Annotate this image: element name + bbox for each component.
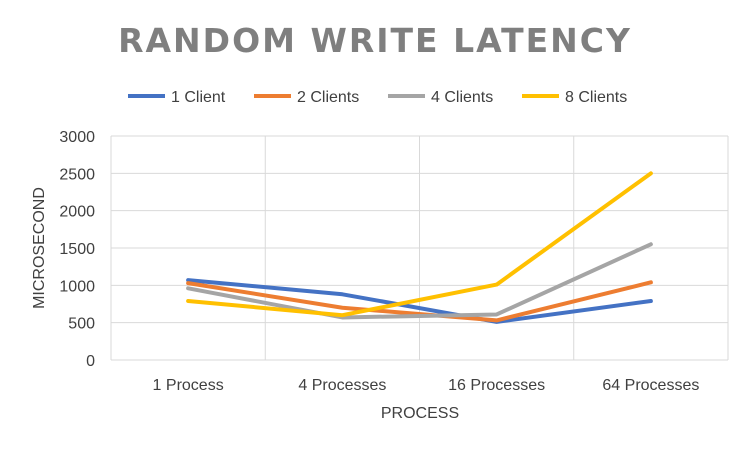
series-line-3 <box>186 242 653 320</box>
x-tick-label: 16 Processes <box>448 377 545 394</box>
x-axis-ticks: 1 Process 4 Processes 16 Processes 64 Proce… <box>153 377 700 394</box>
chart-title: RANDOM WRITE LATENCY <box>118 21 632 60</box>
y-tick-label: 500 <box>68 316 95 333</box>
legend-label: 1 Client <box>171 89 226 106</box>
series-lines <box>186 171 653 324</box>
x-axis-title: PROCESS <box>381 405 459 422</box>
series-line-1 <box>186 278 653 324</box>
y-axis-title: MICROSECOND <box>31 187 48 309</box>
gridlines <box>110 135 729 361</box>
legend-item: 2 Clients <box>254 89 359 106</box>
y-tick-label: 0 <box>86 353 95 370</box>
series-line-4 <box>186 171 653 318</box>
legend-item: 8 Clients <box>522 89 627 106</box>
legend-item: 4 Clients <box>388 89 493 106</box>
x-tick-label: 64 Processes <box>602 377 699 394</box>
legend-label: 4 Clients <box>431 89 493 106</box>
legend-item: 1 Client <box>128 89 226 106</box>
y-axis-ticks: 0 500 1000 1500 2000 2500 3000 <box>59 129 95 370</box>
y-tick-label: 2000 <box>59 204 95 221</box>
y-tick-label: 1000 <box>59 278 95 295</box>
y-tick-label: 2500 <box>59 166 95 183</box>
legend-label: 2 Clients <box>297 89 359 106</box>
x-tick-label: 4 Processes <box>298 377 386 394</box>
x-tick-label: 1 Process <box>153 377 224 394</box>
legend-label: 8 Clients <box>565 89 627 106</box>
y-tick-label: 3000 <box>59 129 95 146</box>
y-tick-label: 1500 <box>59 241 95 258</box>
legend: 1 Client 2 Clients 4 Clients 8 Clients <box>128 89 627 106</box>
